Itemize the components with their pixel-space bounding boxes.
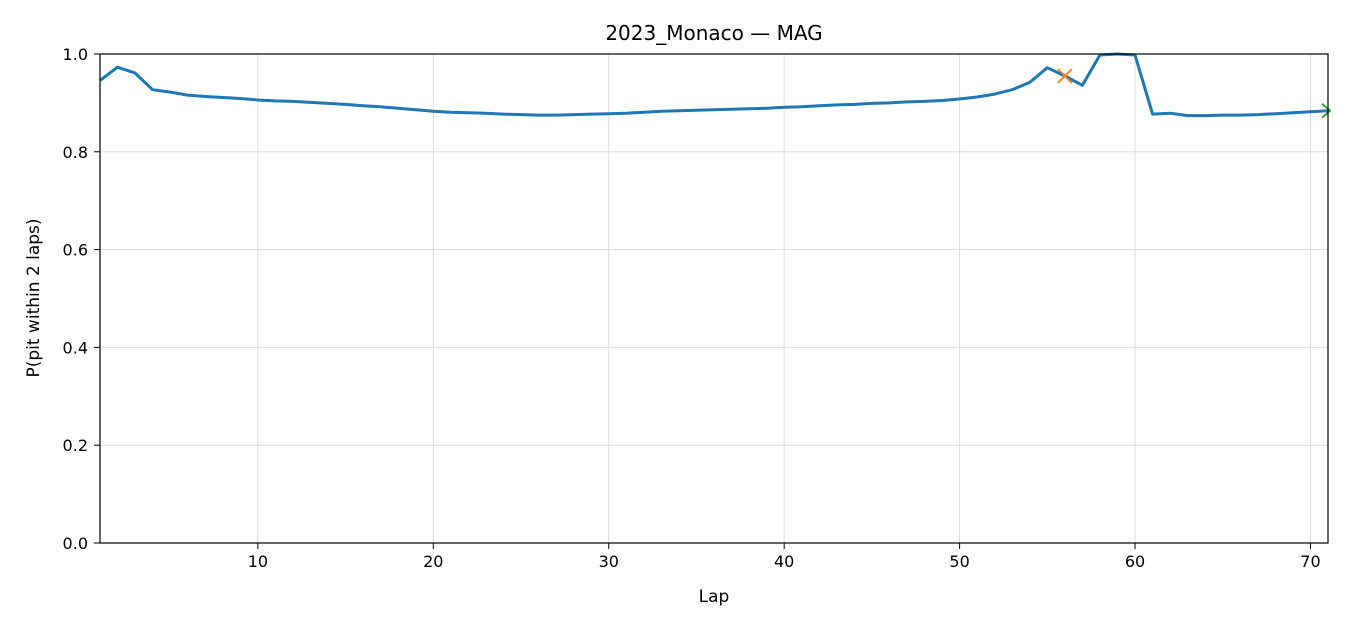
y-tick-label: 0.4 <box>63 338 88 357</box>
y-tick-label: 0.8 <box>63 143 88 162</box>
x-tick-label: 70 <box>1300 552 1320 571</box>
marker-layer <box>1057 68 1332 119</box>
x-tick-label: 10 <box>248 552 268 571</box>
x-tick-label: 20 <box>423 552 443 571</box>
chart-title: 2023_Monaco — MAG <box>605 21 822 45</box>
y-tick-label: 0.6 <box>63 241 88 260</box>
plot-frame <box>99 53 1329 544</box>
x-tick-label: 60 <box>1125 552 1145 571</box>
end-marker <box>1321 103 1332 119</box>
y-tick-label: 1.0 <box>63 45 88 64</box>
y-tick-label: 0.0 <box>63 534 88 553</box>
ticks: 10 20 30 40 50 60 70 0.0 0.2 0.4 0.6 0.8 1.0 <box>63 45 1321 571</box>
x-tick-label: 40 <box>774 552 794 571</box>
x-tick-label: 30 <box>599 552 619 571</box>
x-tick-label: 50 <box>949 552 969 571</box>
pit-marker <box>1057 68 1073 84</box>
y-axis-label: P(pit within 2 laps) <box>24 218 44 377</box>
x-axis-label: Lap <box>699 587 730 607</box>
y-tick-label: 0.2 <box>63 436 88 455</box>
